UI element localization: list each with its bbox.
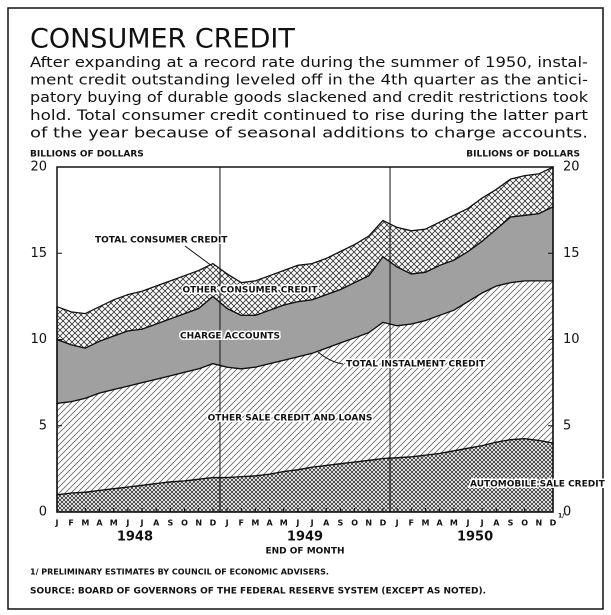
x-tick-label: A (323, 519, 330, 528)
annotation: TOTAL INSTALMENT CREDIT (346, 360, 486, 370)
x-tick-label: A (437, 519, 444, 528)
x-tick-label: D (380, 519, 387, 528)
footnote-ref: 1/ (558, 513, 565, 520)
y-tick-label: 0 (39, 505, 47, 520)
x-tick-label: A (493, 519, 500, 528)
subtitle-line: ment credit outstanding leveled off in t… (30, 73, 588, 89)
x-tick-label: D (210, 519, 217, 528)
series-label: AUTOMOBILE SALE CREDIT (470, 480, 606, 490)
subtitle-line: patory buying of durable goods slackened… (30, 90, 589, 106)
x-tick-label: J (55, 519, 59, 528)
y-tick-label: 5 (39, 418, 47, 433)
subtitle-line: After expanding at a record rate during … (30, 55, 588, 71)
x-tick-label: M (421, 519, 429, 528)
year-label: 1950 (457, 530, 493, 545)
y2-tick-label: 15 (563, 246, 580, 261)
x-tick-label: S (167, 519, 173, 528)
x-tick-label: F (68, 519, 73, 528)
y-tick-label: 15 (30, 246, 47, 261)
x-tick-label: J (225, 519, 229, 528)
y2-tick-label: 20 (563, 160, 580, 175)
y2-tick-label: 0 (563, 505, 571, 520)
x-tick-label: M (280, 519, 288, 528)
x-tick-label: F (409, 519, 414, 528)
y2-axis-label: BILLIONS OF DOLLARS (466, 150, 580, 160)
x-tick-label: O (351, 519, 358, 528)
y2-tick-label: 5 (563, 418, 571, 433)
x-axis-label: END OF MONTH (265, 547, 344, 557)
series-label: OTHER SALE CREDIT AND LOANS (208, 414, 373, 424)
x-tick-label: M (110, 519, 118, 528)
x-tick-label: O (521, 519, 528, 528)
x-tick-label: J (125, 519, 129, 528)
x-tick-label: F (238, 519, 243, 528)
series-label: OTHER CONSUMER CREDIT (183, 286, 319, 296)
x-tick-label: D (550, 519, 557, 528)
source: SOURCE: BOARD OF GOVERNORS OF THE FEDERA… (30, 587, 486, 597)
x-tick-label: J (310, 519, 314, 528)
subtitle-line: hold. Total consumer credit continued to… (30, 108, 589, 124)
x-tick-label: A (153, 519, 160, 528)
x-tick-label: J (295, 519, 299, 528)
x-tick-label: S (508, 519, 514, 528)
y2-tick-label: 10 (563, 332, 580, 347)
x-tick-label: A (266, 519, 273, 528)
chart-title: CONSUMER CREDIT (30, 24, 295, 55)
annotation: TOTAL CONSUMER CREDIT (95, 236, 228, 246)
series-label: CHARGE ACCOUNTS (180, 332, 280, 342)
y-axis-label: BILLIONS OF DOLLARS (30, 150, 144, 160)
year-label: 1948 (117, 530, 153, 545)
x-tick-label: J (395, 519, 399, 528)
x-tick-label: J (465, 519, 469, 528)
x-tick-label: N (195, 519, 202, 528)
frame (7, 7, 604, 610)
y-tick-label: 20 (30, 160, 47, 175)
x-tick-label: M (450, 519, 458, 528)
subtitle-line: of the year because of seasonal addition… (30, 125, 588, 141)
x-tick-label: N (365, 519, 372, 528)
x-tick-label: O (181, 519, 188, 528)
y-tick-label: 10 (30, 332, 47, 347)
footnote: 1/ PRELIMINARY ESTIMATES BY COUNCIL OF E… (30, 568, 329, 577)
x-tick-label: M (251, 519, 259, 528)
x-tick-label: S (338, 519, 344, 528)
year-label: 1949 (287, 530, 323, 545)
callout (184, 245, 213, 267)
x-tick-label: A (96, 519, 103, 528)
x-tick-label: J (140, 519, 144, 528)
callout (317, 351, 344, 365)
x-tick-label: M (81, 519, 89, 528)
x-tick-label: J (480, 519, 484, 528)
x-tick-label: N (535, 519, 542, 528)
